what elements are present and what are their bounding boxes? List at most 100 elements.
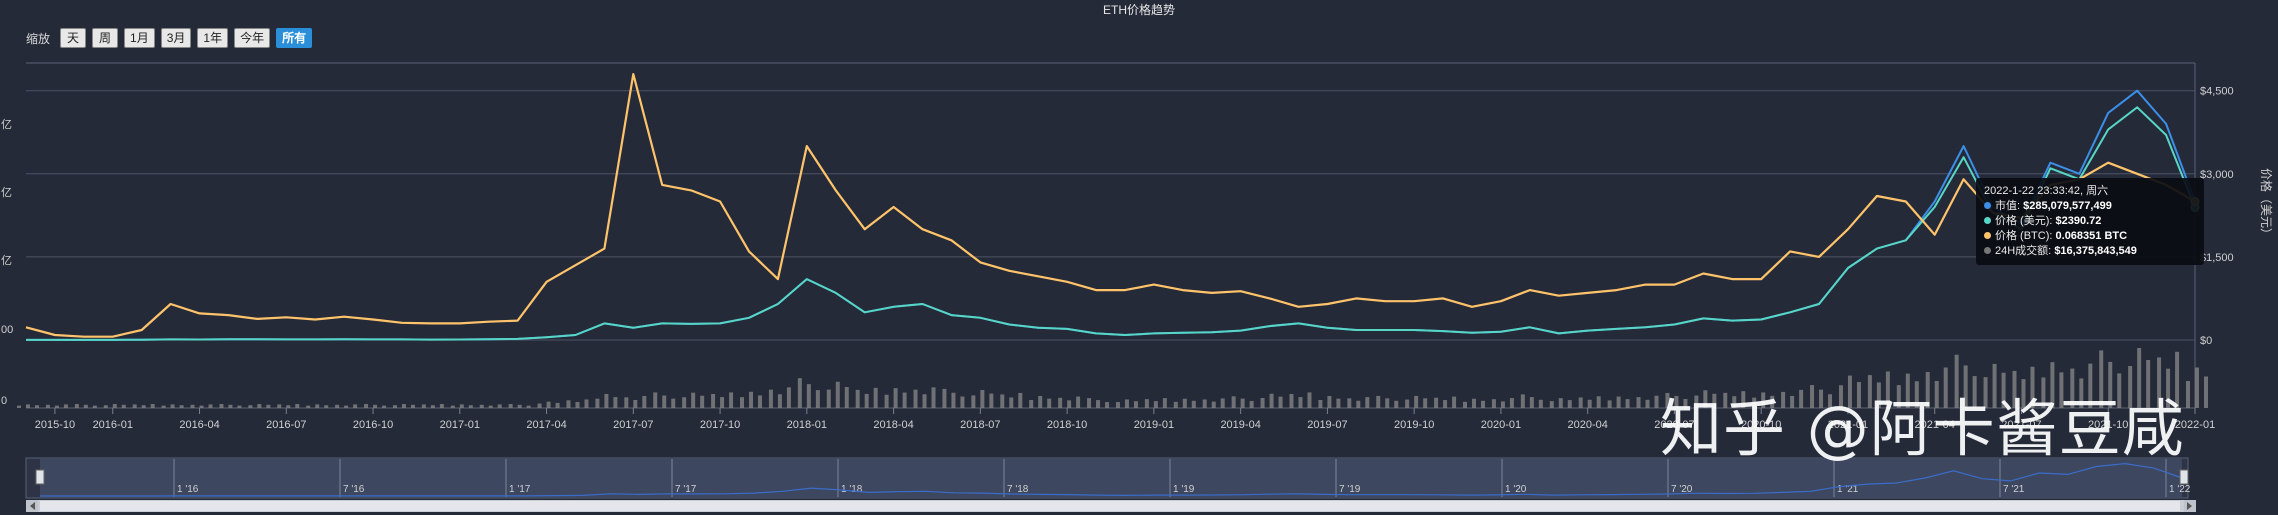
volume-bar [1452,396,1457,408]
volume-bar [835,381,840,408]
volume-bar [642,395,647,408]
volume-bar [306,405,311,408]
zoom-button-1month[interactable]: 1月 [124,28,155,48]
volume-bar [1000,394,1005,408]
x-tick-label: 2022-01 [2175,419,2215,431]
volume-bar [479,404,484,408]
volume-bar [595,398,600,408]
tooltip-row-volume: 24H成交额: $16,375,843,549 [1984,244,2196,259]
volume-bar [179,405,184,408]
volume-bar [1115,402,1120,408]
navigator-tick-label: 1 '19 [1173,484,1195,495]
tooltip-label: 24H成交额: [1995,245,2052,257]
volume-bar [815,390,820,408]
volume-bar [1645,399,1650,408]
volume-bar [1087,398,1092,408]
scrollbar-thumb [40,501,2180,511]
volume-bar [1144,399,1149,408]
volume-bar [1500,401,1505,408]
zoom-button-day[interactable]: 天 [60,28,87,48]
volume-bar [103,405,108,408]
x-tick-label: 2016-04 [179,419,219,431]
zoom-button-all[interactable]: 所有 [276,28,313,48]
volume-bar [624,397,629,408]
volume-bar [2195,367,2199,408]
series-line-0 [26,89,2196,341]
volume-bar [1983,377,1988,408]
volume-bar [1133,401,1138,408]
volume-bar [902,392,907,408]
volume-bar [873,387,878,408]
volume-bar [1954,354,1959,408]
volume-bar [1972,376,1977,408]
volume-bar [1405,399,1410,408]
volume-bar [1481,400,1485,408]
volume-bar [1509,398,1514,408]
volume-bar [190,404,195,408]
data-tooltip: 2022-1-22 23:33:42, 周六 市值: $285,079,577,… [1976,178,2204,265]
volume-bar [257,404,262,408]
volume-bar [353,404,358,408]
volume-bar [1018,392,1023,408]
series-line-1 [26,106,2196,341]
volume-bar [1394,400,1399,408]
volume-bar [2146,360,2151,408]
volume-bar [555,402,560,408]
volume-bar [1365,397,1370,408]
volume-bar [1423,398,1428,408]
volume-bar [392,405,397,408]
right-axis-title: 价格（美元） [2259,168,2274,240]
volume-bar [2157,357,2162,408]
zoom-button-1year[interactable]: 1年 [197,28,229,48]
volume-bar [2070,368,2075,408]
volume-bar [1799,389,1804,408]
volume-bar [806,384,811,408]
x-tick-label: 2019-01 [1134,419,1174,431]
left-axis-tick-label: 00 [1,324,13,336]
navigator-tick-label: 7 '16 [343,484,365,495]
volume-bar [1905,373,1910,408]
volume-bar [1723,392,1728,408]
volume-bar [2041,377,2046,408]
volume-bar [508,404,513,408]
zoom-button-week[interactable]: 周 [92,28,119,48]
navigator-track [25,457,2189,499]
volume-bar [1712,393,1717,408]
volume-bar [2001,372,2006,408]
volume-bar [1153,401,1158,408]
zoom-button-3month[interactable]: 3月 [160,28,192,48]
volume-bar [237,405,242,408]
volume-bar [2099,350,2104,408]
volume-bar [980,390,985,408]
volume-bar [2050,362,2055,408]
volume-bar [1240,398,1245,408]
volume-bar [729,392,734,408]
x-tick-label: 2020-07 [1654,419,1694,431]
volume-bar [335,404,340,408]
volume-bar [468,405,473,408]
price-usd-dot-icon [1984,217,1991,224]
volume-bar [2137,348,2142,408]
volume-bar [1703,390,1708,408]
volume-bar [1810,385,1815,408]
navigator-right-handle [2179,469,2189,485]
zoom-button-ytd[interactable]: 今年 [234,28,271,48]
volume-bar [1636,397,1641,408]
scroll-left-arrow-icon [30,502,35,510]
volume-bar [931,387,936,408]
volume-bar [1260,398,1265,408]
volume-bar [1472,398,1476,408]
volume-bar [35,405,39,408]
left-axis-tick-label: 亿 [1,186,12,199]
right-axis-tick-label: $1,500 [2200,252,2234,264]
volume-bar [344,405,349,408]
volume-bar [1992,363,1997,408]
volume-bar [1096,400,1101,408]
volume-bar [1191,400,1196,408]
volume-bar [844,387,849,408]
volume-bar [248,405,253,408]
volume-bar [893,388,898,408]
volume-bar [1269,393,1274,408]
volume-bar [566,400,571,408]
